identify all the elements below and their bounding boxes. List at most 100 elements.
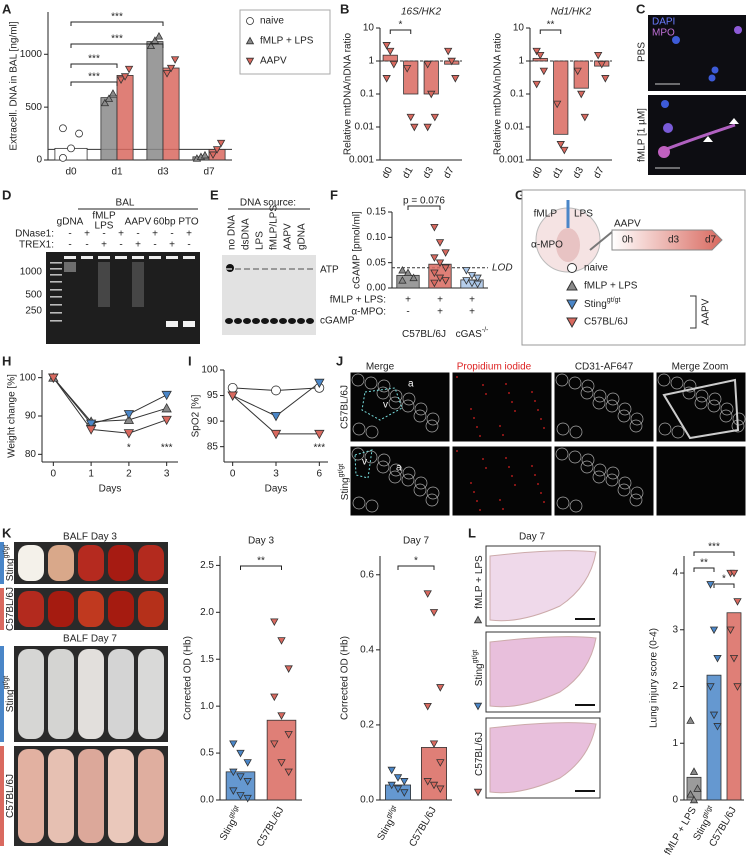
- group-label: BAL: [116, 198, 135, 209]
- tlc-band: [289, 268, 295, 270]
- data-point: [462, 277, 471, 285]
- data-point: [162, 70, 172, 78]
- x-tick-label: 3: [273, 469, 279, 480]
- data-point: [423, 590, 432, 598]
- data-point: [409, 273, 418, 282]
- label-text: fMLP + LPS: [474, 555, 485, 609]
- significance-bracket: [70, 43, 164, 48]
- panel-k: BALF Day 3 BALF Day 7 Stinggt/gtC57BL/6J…: [0, 532, 168, 846]
- data-point: [729, 569, 739, 578]
- tube: [48, 749, 74, 843]
- tissue: [671, 425, 685, 439]
- data-point: [536, 51, 545, 60]
- significance-label: *: [722, 574, 726, 585]
- data-point: [236, 773, 245, 781]
- lane-mark: +: [152, 229, 158, 240]
- tissue: [593, 463, 607, 477]
- tissue: [605, 473, 619, 487]
- y-tick-label: 1: [368, 56, 374, 67]
- significance-label: *: [127, 443, 131, 454]
- data-point: [400, 789, 409, 797]
- gel-smear: [98, 262, 110, 307]
- significance-label: ***: [708, 542, 720, 553]
- data-point: [393, 785, 403, 794]
- tissue: [605, 399, 619, 413]
- significance-label: **: [547, 20, 555, 31]
- significance-bracket: [70, 63, 118, 68]
- micrograph: [553, 445, 655, 517]
- y-tick-label: 1.0: [200, 701, 214, 712]
- lane-label: LPS: [255, 231, 266, 250]
- bar: [726, 612, 742, 801]
- lane-mark: +: [135, 240, 141, 251]
- series-line: [52, 377, 167, 423]
- data-point: [104, 94, 114, 102]
- y-axis-label: Lung injury score (0-4): [649, 628, 660, 728]
- panel-label: L: [468, 525, 476, 540]
- timeline-label: AAPV: [614, 219, 641, 230]
- tissue: [388, 470, 402, 484]
- data-point: [435, 239, 445, 247]
- data-point: [709, 711, 719, 720]
- panel-label: G: [515, 187, 525, 202]
- significance-bracket: [539, 29, 562, 34]
- data-point: [597, 60, 606, 69]
- x-tick-label: d7: [442, 165, 457, 181]
- tlc-band: [261, 318, 269, 324]
- significance-label: **: [700, 558, 708, 569]
- x-tick-label: d1: [401, 165, 416, 181]
- tlc-band: [270, 318, 278, 324]
- group-label: C57BL/6J: [402, 329, 446, 340]
- lane-mark: -: [102, 229, 105, 240]
- tissue: [425, 493, 439, 507]
- significance-bracket: [693, 567, 715, 572]
- data-point: [59, 153, 67, 162]
- data-point: [689, 767, 699, 775]
- data-point: [208, 151, 218, 160]
- y-tick-label: 2.5: [200, 560, 214, 571]
- pi-signal: [502, 434, 504, 436]
- tissue: [707, 399, 721, 413]
- label-sup: gt/gt: [701, 805, 714, 820]
- data-point: [713, 723, 722, 731]
- panel-c: DAPI MPO PBS fMLP [1 µM]: [637, 15, 746, 175]
- panel-d: BAL gDNA fMLP LPS AAPV 60bp PTO DNase1: …: [15, 198, 200, 344]
- pi-signal: [482, 458, 484, 460]
- data-point: [733, 683, 742, 691]
- data-point: [284, 665, 293, 673]
- band-label: cGAMP: [320, 316, 355, 327]
- pi-signal: [543, 501, 545, 503]
- tissue: [365, 425, 379, 439]
- significance-bracket: [70, 21, 164, 26]
- vessel-outline: [354, 449, 373, 479]
- pi-signal: [531, 465, 533, 467]
- data-point: [427, 90, 436, 99]
- y-axis-label: SpO2 [%]: [191, 394, 202, 437]
- data-point: [85, 425, 97, 435]
- significance-bracket: [693, 551, 735, 556]
- lane-label: fMLP/LPS: [269, 205, 280, 250]
- data-point: [423, 702, 432, 711]
- x-tick-label: d7: [592, 165, 607, 181]
- tissue: [606, 466, 620, 480]
- data-point: [243, 778, 252, 786]
- data-point: [441, 277, 450, 285]
- data-point: [229, 740, 238, 749]
- image-annotation: a: [408, 379, 414, 390]
- bar: [420, 747, 447, 801]
- tissue: [592, 470, 606, 484]
- tube: [78, 649, 104, 739]
- data-point: [166, 64, 176, 73]
- pi-signal: [514, 484, 516, 486]
- data-point: [216, 139, 226, 148]
- x-tick-label: Stinggt/gt: [374, 805, 403, 843]
- data-point: [435, 259, 445, 267]
- tissue: [556, 422, 570, 436]
- reference-label: LOD: [492, 262, 513, 273]
- y-axis-label: Extracell. DNA in BAL [ng/ml]: [9, 21, 20, 150]
- tlc-band: [288, 318, 296, 324]
- significance-label: ***: [88, 72, 100, 83]
- ladder-label: 500: [25, 290, 42, 301]
- tissue: [581, 453, 595, 467]
